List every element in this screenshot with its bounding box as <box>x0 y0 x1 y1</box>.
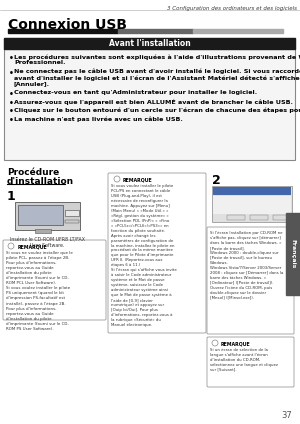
FancyBboxPatch shape <box>207 227 294 334</box>
Bar <box>18 205 63 225</box>
Text: Français: Français <box>290 239 296 269</box>
Text: Si vous ne voulez installer que le
pilote PCL, passez à l'étape 2B.
Pour plus d': Si vous ne voulez installer que le pilot… <box>6 251 73 331</box>
Text: REMARQUE: REMARQUE <box>123 178 153 182</box>
Text: Assurez-vous que l'appareil est bien ALLUMÉ avant de brancher le câble USB.: Assurez-vous que l'appareil est bien ALL… <box>14 99 293 105</box>
Bar <box>212 186 292 222</box>
Bar <box>227 215 245 220</box>
Text: Cliquez sur le bouton entouré d'un cercle sur l'écran de chacune des étapes pour: Cliquez sur le bouton entouré d'un cercl… <box>14 107 300 113</box>
FancyBboxPatch shape <box>108 173 206 333</box>
Text: La machine n'est pas livrée avec un câble USB.: La machine n'est pas livrée avec un câbl… <box>14 116 183 122</box>
FancyBboxPatch shape <box>207 337 294 387</box>
Bar <box>8 29 118 33</box>
Text: REMARQUE: REMARQUE <box>18 245 48 249</box>
Text: 37: 37 <box>281 411 292 420</box>
Text: •: • <box>9 99 14 108</box>
FancyBboxPatch shape <box>4 38 295 160</box>
Bar <box>15 202 80 230</box>
Text: 1: 1 <box>7 190 16 203</box>
FancyBboxPatch shape <box>3 240 106 320</box>
Text: Si l'écran Installation par CD-ROM ne
s'affiche pas, cliquez sur [démarrer]
dans: Si l'écran Installation par CD-ROM ne s'… <box>210 231 284 299</box>
Text: Si un écran de sélection de la
langue s'affiche avant l'écran
d'installation du : Si un écran de sélection de la langue s'… <box>210 348 278 372</box>
Text: Professionnel.: Professionnel. <box>14 60 65 65</box>
Text: Si vous voulez installer le pilote
PCL/PS en connectant le câble
USB (Plug-and-P: Si vous voulez installer le pilote PCL/P… <box>111 184 177 327</box>
Text: •: • <box>9 107 14 117</box>
Text: User Software.: User Software. <box>30 243 64 248</box>
Text: Insérez le CD-ROM UFR8 LT/FAX: Insérez le CD-ROM UFR8 LT/FAX <box>10 237 85 242</box>
Text: 3 Configuration des ordinateurs et des logiciels: 3 Configuration des ordinateurs et des l… <box>167 6 297 11</box>
Text: •: • <box>9 69 14 78</box>
Bar <box>286 213 300 295</box>
Text: avant d'installer le logiciel et si l'écran de l'Assistant Matériel détecté s'af: avant d'installer le logiciel et si l'éc… <box>14 75 300 81</box>
Bar <box>4 38 295 49</box>
Text: 2: 2 <box>212 174 221 187</box>
Text: REMARQUE: REMARQUE <box>221 341 251 346</box>
Bar <box>273 215 291 220</box>
Bar <box>193 29 283 33</box>
Text: Connexion USB: Connexion USB <box>8 18 127 32</box>
Bar <box>65 220 79 223</box>
Text: •: • <box>9 90 14 99</box>
Text: d'installation: d'installation <box>7 177 74 186</box>
Text: •: • <box>9 116 14 125</box>
Bar <box>213 196 291 214</box>
Text: Procédure: Procédure <box>7 168 59 177</box>
Text: [Annuler].: [Annuler]. <box>14 81 50 86</box>
Bar <box>65 210 79 216</box>
Text: •: • <box>9 54 14 63</box>
Text: Les procédures suivantes sont expliquées à l'aide d'illustrations provenant de W: Les procédures suivantes sont expliquées… <box>14 54 300 59</box>
Text: Ne connectez pas le câble USB avant d'avoir installé le logiciel. Si vous raccor: Ne connectez pas le câble USB avant d'av… <box>14 69 300 74</box>
Text: Connectez-vous en tant qu'Administrateur pour installer le logiciel.: Connectez-vous en tant qu'Administrateur… <box>14 90 257 95</box>
Bar <box>35 229 51 233</box>
Bar <box>250 215 268 220</box>
Bar <box>213 187 291 195</box>
Text: Avant l'installation: Avant l'installation <box>109 39 190 48</box>
Bar <box>118 29 193 33</box>
